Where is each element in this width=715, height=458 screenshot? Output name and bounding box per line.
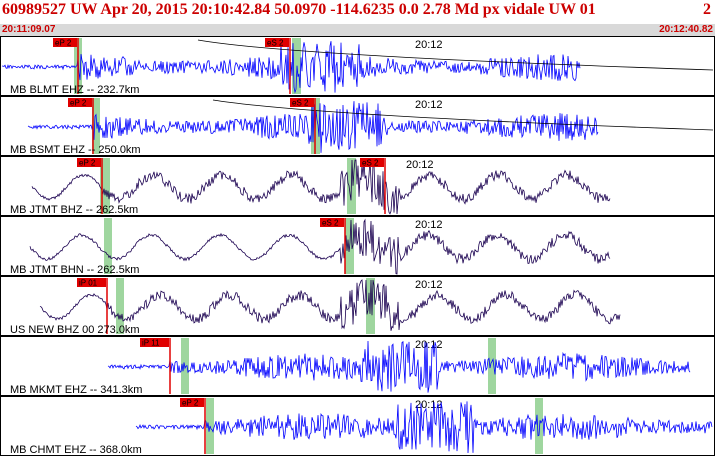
waveform [1,41,581,94]
window-band [488,338,496,394]
panel-frame [0,216,715,276]
amplitude-envelope [197,39,714,71]
phase-pick-label: eS 2 [292,99,309,108]
phase-pick-label: eP 2 [182,399,199,408]
time-marker-label: 20:12 [415,399,443,411]
window-band [535,398,543,454]
time-marker-label: 20:12 [415,339,443,351]
station-label: US NEW BHZ 00 273.0km [10,324,140,336]
trace-panel[interactable]: 20:12 eP 2 eS 2 MB JTMT BHZ -- 262.5km [0,156,715,217]
phase-pick-label: iP 11 [142,339,160,348]
trace-panel[interactable]: 20:12 eP 2 eS 2 MB BLMT EHZ -- 232.7km [0,36,715,97]
phase-pick-tag[interactable] [360,158,384,167]
window-band [92,98,100,154]
window-band [292,38,301,94]
phase-pick-label: eS 2 [362,159,379,168]
station-label: MB CHMT EHZ -- 368.0km [10,444,142,456]
window-band [104,218,112,274]
station-label: MB JTMT BHN -- 262.5km [10,264,139,276]
time-marker-label: 20:12 [406,159,434,171]
phase-pick-tag[interactable] [180,398,204,407]
phase-pick-tag[interactable] [77,278,106,287]
waveform [31,159,611,215]
trace-panel[interactable]: 20:12 eP 2 MB CHMT EHZ -- 368.0km [0,396,715,457]
phase-pick-tag[interactable] [77,158,101,167]
event-title: 60989527 UW Apr 20, 2015 20:10:42.84 50.… [2,1,596,18]
time-marker-label: 20:12 [415,99,443,111]
phase-pick-label: eS 2 [267,39,284,48]
phase-pick-tag[interactable] [320,218,344,227]
station-label: MB JTMT BHZ -- 262.5km [10,204,138,216]
window-end-time: 20:12:40.82 [659,24,713,35]
phase-pick-tag[interactable] [53,38,77,47]
waveform [27,101,599,153]
phase-pick-label: eP 2 [70,99,87,108]
window-start-time: 20:11:09.07 [2,24,56,35]
event-title-bar: 60989527 UW Apr 20, 2015 20:10:42.84 50.… [0,0,715,24]
phase-pick-label: eP 2 [79,159,96,168]
waveform [135,401,713,454]
waveform [39,279,621,331]
waveform [107,340,691,393]
station-label: MB BLMT EHZ -- 232.7km [10,84,139,96]
station-label: MB BSMT EHZ -- 250.0km [10,144,141,156]
station-label: MB MKMT EHZ -- 341.3km [10,384,142,396]
window-band [116,278,124,334]
time-range-bar: 20:11:09.07 20:12:40.82 [0,24,715,36]
time-marker-label: 20:12 [415,39,443,51]
window-band [100,158,110,214]
trace-panel[interactable]: 20:12 eS 2 MB JTMT BHN -- 262.5km [0,216,715,277]
trace-panel[interactable]: 20:12 eP 2 eS 2 MB BSMT EHZ -- 250.0km [0,96,715,157]
phase-pick-tag[interactable] [68,98,92,107]
waveform [29,218,611,275]
amplitude-envelope [212,99,714,131]
phase-pick-label: iP 01 [79,279,98,288]
trace-panel[interactable]: 20:12 iP 11 MB MKMT EHZ -- 341.3km [0,336,715,397]
event-title-suffix: 2 [703,1,711,18]
trace-panel[interactable]: 20:12 iP 01 US NEW BHZ 00 273.0km [0,276,715,337]
time-marker-label: 20:12 [415,279,443,291]
phase-pick-tag[interactable] [265,38,289,47]
phase-pick-tag[interactable] [290,98,314,107]
phase-pick-tag[interactable] [140,338,169,347]
time-marker-label: 20:12 [415,219,443,231]
phase-pick-label: eS 2 [322,219,339,228]
phase-pick-label: eP 2 [55,39,72,48]
